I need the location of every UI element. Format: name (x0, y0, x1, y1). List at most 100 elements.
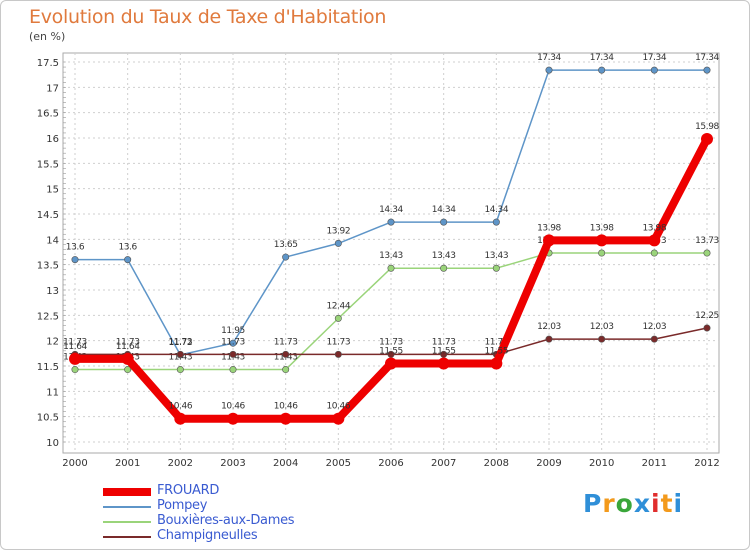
data-point (227, 412, 239, 425)
logo-letter: i (673, 489, 684, 518)
data-label: 11.73 (274, 337, 298, 347)
legend-swatch (103, 506, 151, 508)
data-label: 15.98 (695, 122, 719, 132)
y-tick-label: 15.5 (37, 159, 59, 170)
y-tick-label: 10.5 (37, 413, 59, 424)
data-label: 13.43 (379, 251, 403, 261)
x-tick-label: 2010 (589, 458, 614, 469)
data-label: 10.46 (274, 402, 298, 412)
y-tick-label: 15 (46, 185, 59, 196)
legend-swatch (103, 521, 151, 523)
data-point (492, 264, 500, 272)
y-tick-label: 12 (46, 337, 59, 348)
data-point (703, 249, 711, 257)
legend-swatch (103, 488, 151, 496)
data-label: 11.64 (116, 342, 140, 352)
data-label: 17.34 (537, 53, 561, 63)
x-tick-label: 2006 (378, 458, 403, 469)
data-point (121, 352, 134, 365)
y-tick-label: 16.5 (37, 109, 59, 120)
data-label: 11.73 (221, 337, 245, 347)
legend-label: FROUARD (157, 483, 220, 498)
data-point (176, 366, 184, 374)
data-label: 12.03 (590, 322, 614, 332)
data-label: 13.43 (484, 251, 508, 261)
data-point (282, 366, 290, 374)
data-label: 11.73 (326, 337, 350, 347)
data-point (332, 412, 345, 425)
x-tick-label: 2007 (431, 458, 456, 469)
data-label: 14.34 (379, 205, 403, 215)
data-label: 17.34 (695, 53, 719, 63)
y-tick-label: 16 (46, 134, 59, 145)
data-point (648, 234, 661, 247)
data-point (282, 253, 290, 261)
data-point (703, 66, 711, 74)
data-label: 10.46 (326, 402, 350, 412)
proxiti-logo: Proxiti (583, 489, 683, 518)
x-tick-label: 2008 (484, 458, 509, 469)
data-point (229, 339, 237, 347)
x-tick-label: 2000 (62, 458, 87, 469)
y-tick-label: 17.5 (37, 58, 59, 69)
data-label: 13.98 (537, 223, 561, 233)
data-point (650, 335, 658, 343)
data-point (387, 264, 395, 272)
data-point (545, 335, 553, 343)
y-tick-label: 13.5 (37, 261, 59, 272)
data-point (334, 350, 342, 358)
data-label: 11.55 (432, 346, 456, 356)
data-point (282, 350, 290, 358)
logo-letter: o (615, 489, 634, 518)
data-point (440, 264, 448, 272)
x-tick-label: 2003 (220, 458, 245, 469)
x-tick-label: 2002 (168, 458, 193, 469)
logo-letter: i (651, 489, 661, 518)
data-point (598, 249, 606, 257)
data-point (543, 234, 555, 247)
data-label: 13.6 (118, 243, 137, 253)
x-tick-label: 2005 (326, 458, 351, 469)
logo-letter: t (660, 489, 674, 518)
y-tick-label: 11.5 (37, 362, 59, 373)
data-point (440, 218, 448, 226)
data-label: 11.72 (168, 338, 192, 348)
y-tick-label: 14 (46, 235, 59, 246)
data-point (124, 256, 132, 264)
data-label: 12.03 (642, 322, 666, 332)
data-point (650, 249, 658, 257)
data-label: 11.73 (432, 337, 456, 347)
x-tick-label: 2009 (536, 458, 561, 469)
data-point (492, 218, 500, 226)
data-point (174, 412, 187, 425)
data-point (598, 335, 606, 343)
data-label: 17.34 (590, 53, 614, 63)
data-label: 13.98 (590, 223, 614, 233)
data-label: 11.55 (484, 346, 508, 356)
data-point (279, 412, 292, 425)
y-axis-unit: (en %) (29, 30, 66, 43)
data-point (387, 218, 395, 226)
data-label: 13.6 (66, 243, 85, 253)
legend-label: Pompey (157, 498, 208, 513)
data-point (650, 66, 658, 74)
y-tick-label: 10 (46, 438, 59, 449)
data-label: 13.43 (432, 251, 456, 261)
data-label: 14.34 (484, 205, 508, 215)
data-label: 11.64 (63, 342, 87, 352)
data-label: 14.34 (432, 205, 456, 215)
data-label: 11.95 (221, 326, 245, 336)
data-point (437, 357, 450, 370)
legend-swatch (103, 536, 151, 538)
data-label: 11.73 (168, 337, 192, 347)
data-label: 17.34 (642, 53, 666, 63)
y-tick-label: 13 (46, 286, 59, 297)
x-tick-label: 2004 (273, 458, 298, 469)
legend-label: Bouxières-aux-Dames (157, 513, 295, 528)
data-point (176, 350, 184, 358)
data-point (385, 357, 397, 370)
data-label: 13.73 (695, 236, 719, 246)
y-tick-label: 14.5 (37, 210, 59, 221)
